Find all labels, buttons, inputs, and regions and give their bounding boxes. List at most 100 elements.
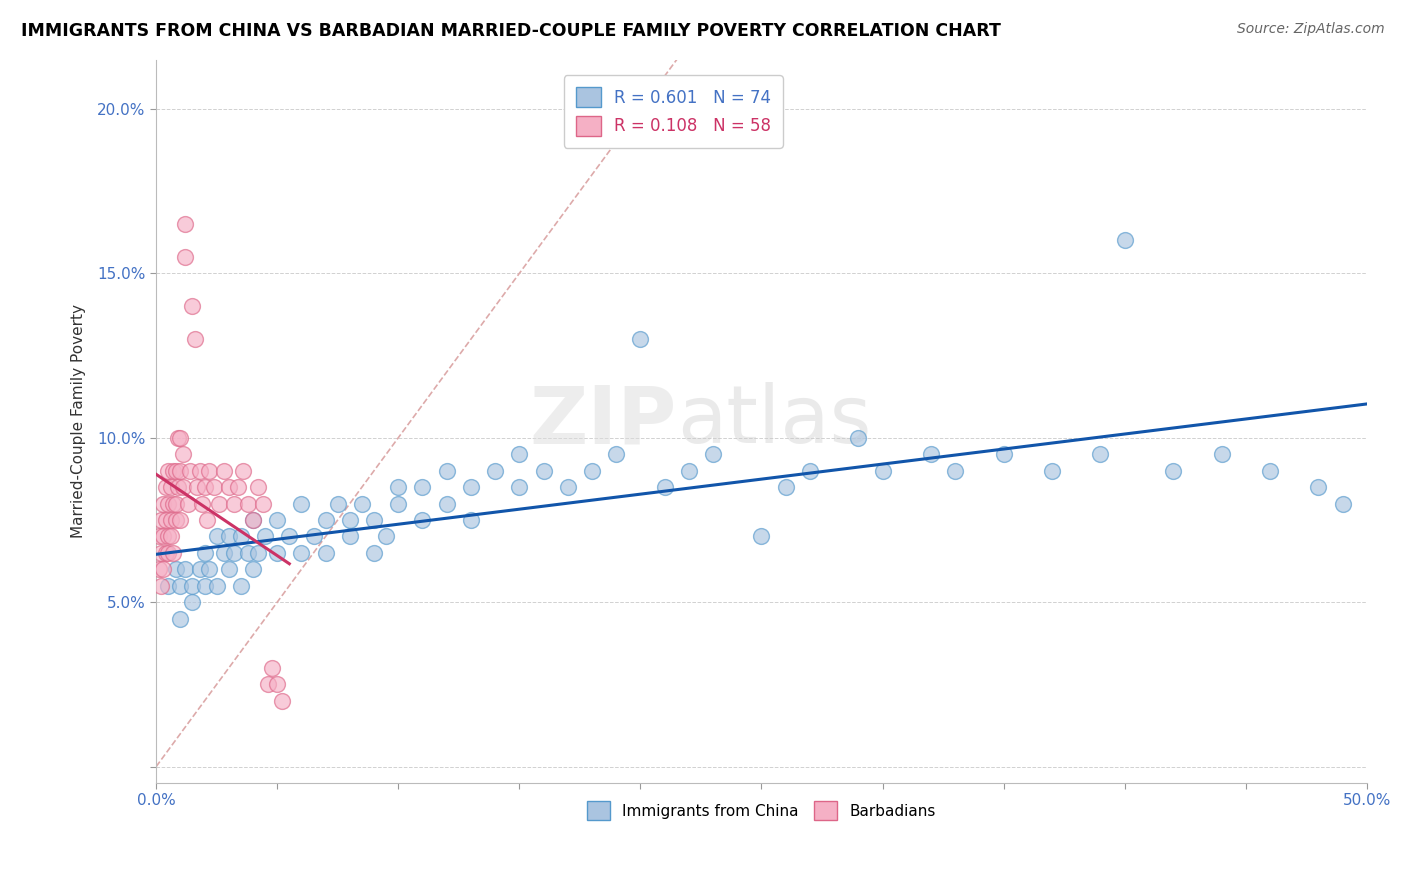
- Point: [169, 464, 191, 478]
- Point: [172, 447, 194, 461]
- Point: [202, 480, 225, 494]
- Point: [174, 250, 197, 264]
- Point: [212, 464, 235, 478]
- Point: [557, 480, 579, 494]
- Point: [191, 496, 214, 510]
- Point: [229, 529, 252, 543]
- Point: [411, 513, 433, 527]
- Point: [162, 546, 184, 560]
- Point: [157, 529, 180, 543]
- Point: [165, 562, 187, 576]
- Point: [198, 464, 221, 478]
- Point: [186, 480, 208, 494]
- Point: [262, 661, 284, 675]
- Point: [165, 464, 187, 478]
- Text: IMMIGRANTS FROM CHINA VS BARBADIAN MARRIED-COUPLE FAMILY POVERTY CORRELATION CHA: IMMIGRANTS FROM CHINA VS BARBADIAN MARRI…: [21, 22, 1001, 40]
- Point: [242, 562, 264, 576]
- Point: [460, 513, 482, 527]
- Point: [174, 217, 197, 231]
- Point: [181, 595, 204, 609]
- Point: [533, 464, 555, 478]
- Point: [155, 546, 177, 560]
- Point: [157, 579, 180, 593]
- Point: [157, 496, 180, 510]
- Point: [1161, 464, 1184, 478]
- Point: [222, 496, 245, 510]
- Point: [1308, 480, 1330, 494]
- Text: atlas: atlas: [676, 383, 872, 460]
- Point: [484, 464, 506, 478]
- Point: [165, 513, 187, 527]
- Point: [252, 496, 274, 510]
- Point: [193, 480, 215, 494]
- Point: [155, 480, 177, 494]
- Point: [1114, 234, 1136, 248]
- Point: [149, 513, 172, 527]
- Point: [411, 480, 433, 494]
- Point: [218, 529, 240, 543]
- Point: [155, 513, 177, 527]
- Point: [628, 332, 651, 346]
- Point: [165, 496, 187, 510]
- Point: [218, 562, 240, 576]
- Point: [246, 480, 269, 494]
- Point: [229, 579, 252, 593]
- Point: [363, 513, 385, 527]
- Point: [159, 529, 181, 543]
- Point: [193, 546, 215, 560]
- Text: Source: ZipAtlas.com: Source: ZipAtlas.com: [1237, 22, 1385, 37]
- Point: [254, 529, 277, 543]
- Point: [654, 480, 676, 494]
- Y-axis label: Married-Couple Family Poverty: Married-Couple Family Poverty: [72, 304, 86, 538]
- Point: [315, 513, 337, 527]
- Point: [205, 529, 228, 543]
- Point: [157, 464, 180, 478]
- Text: ZIP: ZIP: [530, 383, 676, 460]
- Point: [169, 513, 191, 527]
- Point: [326, 496, 349, 510]
- Point: [508, 480, 530, 494]
- Point: [218, 480, 240, 494]
- Point: [236, 496, 259, 510]
- Point: [1040, 464, 1063, 478]
- Point: [198, 562, 221, 576]
- Point: [176, 496, 198, 510]
- Legend: Immigrants from China, Barbadians: Immigrants from China, Barbadians: [581, 795, 942, 826]
- Point: [162, 496, 184, 510]
- Point: [152, 496, 174, 510]
- Point: [702, 447, 724, 461]
- Point: [339, 529, 361, 543]
- Point: [775, 480, 797, 494]
- Point: [152, 529, 174, 543]
- Point: [1331, 496, 1354, 510]
- Point: [266, 513, 288, 527]
- Point: [167, 431, 190, 445]
- Point: [169, 579, 191, 593]
- Point: [172, 480, 194, 494]
- Point: [212, 546, 235, 560]
- Point: [993, 447, 1015, 461]
- Point: [167, 480, 190, 494]
- Point: [350, 496, 373, 510]
- Point: [581, 464, 603, 478]
- Point: [181, 299, 204, 313]
- Point: [315, 546, 337, 560]
- Point: [508, 447, 530, 461]
- Point: [1090, 447, 1112, 461]
- Point: [460, 480, 482, 494]
- Point: [266, 677, 288, 691]
- Point: [846, 431, 869, 445]
- Point: [242, 513, 264, 527]
- Point: [387, 496, 409, 510]
- Point: [157, 546, 180, 560]
- Point: [872, 464, 894, 478]
- Point: [169, 612, 191, 626]
- Point: [188, 464, 211, 478]
- Point: [228, 480, 250, 494]
- Point: [208, 496, 231, 510]
- Point: [188, 562, 211, 576]
- Point: [943, 464, 966, 478]
- Point: [256, 677, 278, 691]
- Point: [159, 480, 181, 494]
- Point: [1258, 464, 1281, 478]
